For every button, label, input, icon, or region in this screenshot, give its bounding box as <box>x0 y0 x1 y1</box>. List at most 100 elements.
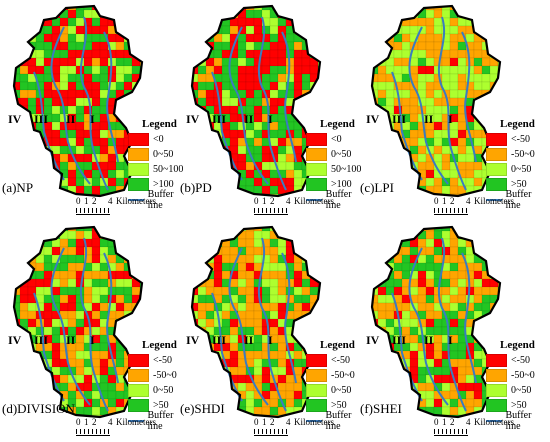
grid-cell <box>83 382 93 392</box>
grid-cell <box>27 390 37 400</box>
grid-cell <box>317 262 320 272</box>
grid-cell <box>377 262 387 272</box>
grid-cell <box>449 89 459 99</box>
study-area-outline <box>12 4 144 198</box>
grid-cell <box>317 81 320 91</box>
grid-cell <box>75 238 85 248</box>
scale-bar-line <box>76 208 110 215</box>
grid-cell <box>326 311 332 319</box>
grid-cell <box>506 98 512 106</box>
grid-cell <box>91 246 101 256</box>
grid-cell <box>99 121 109 131</box>
grid-cell <box>221 262 231 272</box>
grid-cell <box>293 294 303 304</box>
grid-cell <box>245 193 255 196</box>
grid-cell <box>14 6 21 11</box>
grid-cell <box>401 81 411 91</box>
map-panel: IV III II I Legend <0 0~50 50~100 >100 Buffer lin… <box>0 0 183 221</box>
grid-cell <box>385 169 395 179</box>
scale-bar-line <box>76 429 110 436</box>
grid-cell <box>192 9 199 19</box>
scale-tick-label: 1 <box>442 196 447 206</box>
grid-cell <box>182 383 190 391</box>
grid-cell <box>115 350 125 360</box>
grid-cell <box>253 41 263 51</box>
grid-cell <box>221 227 231 232</box>
grid-cell <box>83 278 93 288</box>
grid-cell <box>377 350 387 360</box>
grid-cell <box>27 358 37 368</box>
grid-cell <box>35 374 45 384</box>
grid-cell <box>409 97 419 107</box>
grid-cell <box>377 374 387 384</box>
grid-cell <box>237 161 247 171</box>
grid-cell <box>59 65 69 75</box>
grid-cell <box>14 238 21 248</box>
grid-cell <box>457 41 467 51</box>
grid-cell <box>457 238 467 248</box>
grid-cell <box>417 57 427 67</box>
grid-cell <box>27 310 37 320</box>
grid-cell <box>473 129 483 139</box>
grid-cell <box>131 33 141 43</box>
grid-cell <box>67 9 77 19</box>
grid-cell <box>67 161 77 171</box>
grid-cell <box>229 6 239 11</box>
grid-cell <box>425 230 435 240</box>
grid-cell <box>269 390 279 400</box>
grid-cell <box>497 6 500 11</box>
grid-cell <box>75 145 85 155</box>
grid-cell <box>261 161 271 171</box>
grid-cell <box>182 255 190 263</box>
grid-cell <box>362 66 370 74</box>
legend-title: Legend <box>320 118 355 130</box>
grid-cell <box>362 247 370 255</box>
grid-cell <box>481 286 491 296</box>
grid-cell <box>465 6 475 11</box>
grid-cell <box>213 169 223 179</box>
scale-tick-label: 2 <box>92 417 97 427</box>
grid-cell <box>441 270 451 280</box>
grid-cell <box>59 49 69 59</box>
buffer-line <box>50 247 91 406</box>
grid-cell <box>91 318 101 328</box>
grid-cell <box>245 129 255 139</box>
grid-cell <box>372 358 379 368</box>
grid-cell <box>317 97 320 107</box>
grid-cell <box>277 270 287 280</box>
grid-cell <box>277 342 287 352</box>
grid-cell <box>43 193 53 196</box>
grid-cell <box>285 169 295 179</box>
grid-cell <box>417 17 427 27</box>
grid-cell <box>372 41 379 51</box>
grid-cell <box>182 66 190 74</box>
scale-bar-line <box>254 208 288 215</box>
zone-label: IV <box>366 333 380 347</box>
grid-cell <box>301 97 311 107</box>
grid-cell <box>393 65 403 75</box>
grid-cell <box>385 310 395 320</box>
grid-cell <box>205 230 215 240</box>
grid-cell <box>317 254 320 264</box>
grid-cell <box>489 41 499 51</box>
grid-cell <box>269 254 279 264</box>
grid-cell <box>107 227 117 232</box>
grid-cell <box>393 6 403 11</box>
grid-cell <box>192 382 199 392</box>
grid-cell <box>205 97 215 107</box>
grid-cell <box>4 231 12 239</box>
grid-cell <box>115 262 125 272</box>
grid-cell <box>457 121 467 131</box>
legend-label: 0~50 <box>511 385 532 396</box>
grid-cell <box>139 33 142 43</box>
grid-cell <box>401 374 411 384</box>
grid-cell <box>473 262 483 272</box>
map-svg <box>12 4 144 198</box>
grid-cell <box>99 137 109 147</box>
zone-label: IV <box>8 112 22 126</box>
grid-cell <box>326 74 332 82</box>
grid-cell <box>497 105 500 115</box>
grid-cell <box>27 374 37 384</box>
grid-cell <box>489 262 499 272</box>
grid-cell <box>277 302 287 312</box>
